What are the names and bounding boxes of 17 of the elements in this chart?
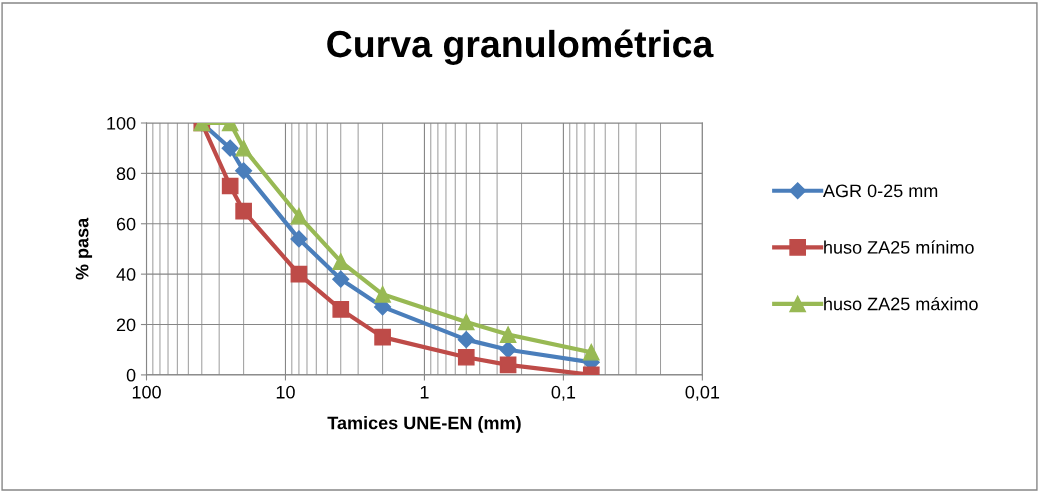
legend-label: huso ZA25 máximo [824, 296, 978, 311]
x-tick-label: 0,01 [685, 385, 720, 401]
chart-title: Curva granulométrica [327, 29, 714, 65]
x-axis-title: Tamices UNE-EN (mm) [327, 416, 521, 433]
x-tick-label: 100 [132, 385, 161, 399]
y-tick-label: 0 [126, 368, 136, 382]
y-tick-label: 20 [116, 318, 136, 332]
x-tick-label: 1 [420, 385, 429, 399]
legend-label: AGR 0-25 mm [822, 184, 938, 198]
y-tick-label: 80 [116, 167, 136, 181]
y-tick-label: 100 [107, 116, 136, 130]
y-tick-label: 40 [116, 268, 136, 281]
y-tick-label: 60 [116, 217, 136, 231]
legend-label: huso ZA25 mínimo [824, 240, 974, 254]
y-axis-title: % pasa [75, 217, 93, 280]
x-tick-label: 0,1 [551, 385, 576, 401]
x-tick-label: 10 [276, 385, 295, 399]
